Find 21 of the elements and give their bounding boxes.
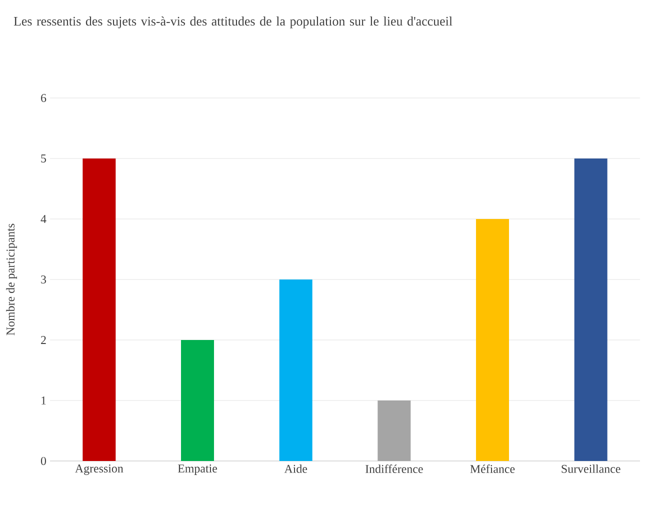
bar — [82, 158, 116, 461]
x-tick-label: Indifférence — [366, 464, 423, 474]
y-tick-label: 1 — [42, 396, 46, 404]
bar — [279, 279, 312, 461]
y-tick-label: 6 — [41, 94, 46, 102]
x-tick-label: Méfiance — [470, 464, 515, 474]
x-tick-label: Agression — [75, 464, 124, 475]
x-tick-label: Aide — [284, 464, 308, 473]
y-tick-label: 2 — [41, 336, 46, 344]
bar — [181, 340, 214, 461]
y-tick-label: 5 — [41, 154, 46, 162]
x-tick-label: Surveillance — [562, 464, 620, 473]
y-tick-label: 3 — [41, 275, 46, 284]
chart-title: Les ressentis des sujets vis-à-vis des attitudes de la population sur le lieu d'accueil — [14, 16, 452, 28]
y-tick-label: 0 — [40, 456, 46, 466]
y-tick-label: 4 — [40, 215, 46, 223]
bar — [574, 158, 608, 461]
y-axis-title: Nombre de participants — [6, 224, 17, 336]
x-tick-label: Empatie — [178, 464, 218, 475]
bar — [378, 400, 411, 461]
bar — [476, 218, 510, 461]
